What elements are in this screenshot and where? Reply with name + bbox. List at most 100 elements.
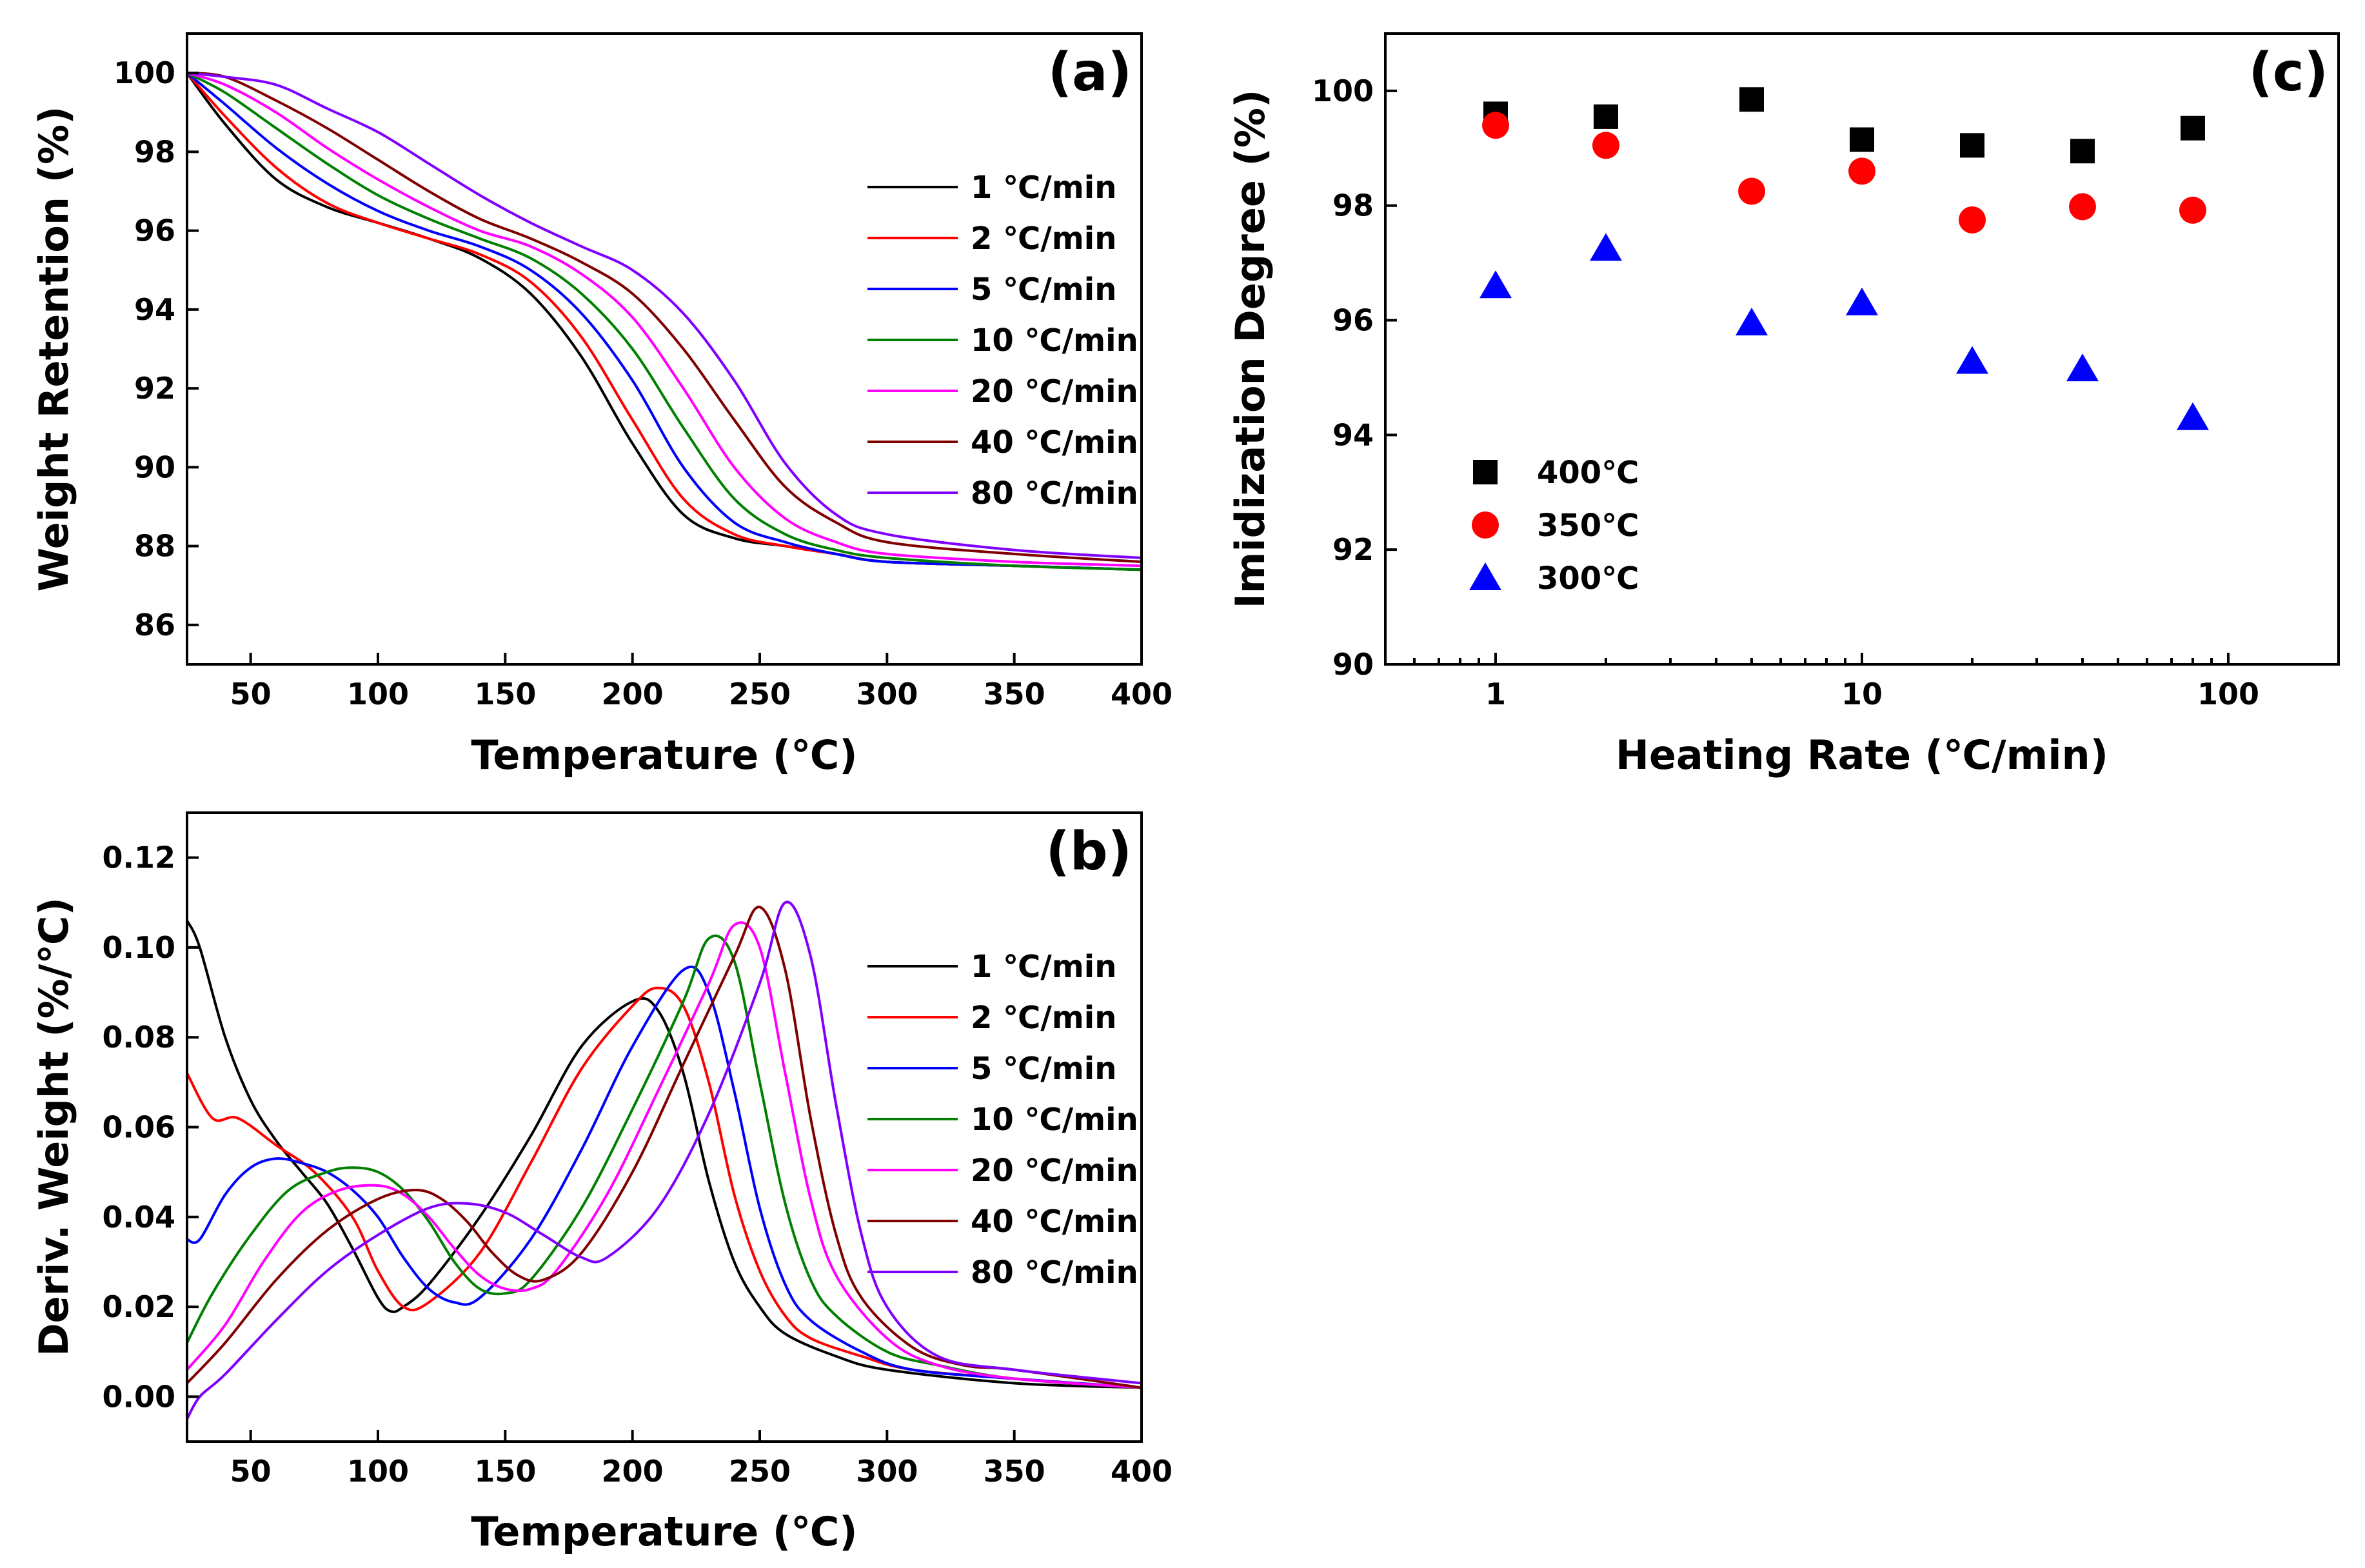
- panel-b-y-tick-label: 0.06: [103, 1110, 176, 1145]
- panel-c-legend-marker: [1473, 460, 1498, 484]
- panel-b-legend: 1 ℃/min 2 ℃/min 5 ℃/min 10 ℃/min 20 ℃/min 40 …: [867, 949, 1138, 1291]
- panel-b-legend-label: 1 ℃/min: [971, 949, 1116, 985]
- panel-b-series-line-5: [187, 921, 1142, 1389]
- panel-b-series-line-4: [187, 934, 1142, 1389]
- panel-b-series-line-7: [187, 900, 1142, 1420]
- panel-b-x-tick-label: 50: [230, 1454, 272, 1489]
- panel-a-x-axis-label: Temperature (℃): [471, 731, 857, 779]
- panel-a-label: (a): [1048, 42, 1132, 103]
- panel-a-y-tick-label: 88: [134, 529, 175, 564]
- panel-a-y-tick-label: 100: [114, 55, 175, 90]
- panel-c-y-tick-label: 94: [1332, 417, 1374, 452]
- panel-b-y-tick-label: 0.04: [103, 1200, 176, 1235]
- panel-c-point-square: [2070, 139, 2095, 164]
- panel-a-series-line-6: [187, 72, 1142, 564]
- panel-b-x-tick-label: 300: [856, 1454, 918, 1489]
- panel-b-x-tick-label: 200: [602, 1454, 664, 1489]
- panel-a-series-line-3: [187, 72, 1142, 571]
- panel-b-label: (b): [1045, 821, 1132, 882]
- panel-a-y-tick-label: 96: [134, 213, 175, 248]
- panel-c-point-triangle: [2066, 353, 2099, 382]
- panel-a-x-tick-label: 200: [602, 677, 664, 711]
- panel-a-legend-label: 5 ℃/min: [971, 272, 1116, 308]
- panel-b-x-axis-label: Temperature (℃): [471, 1508, 857, 1555]
- panel-a-series-line-5: [187, 72, 1142, 568]
- panel-c-point-circle: [1738, 177, 1766, 205]
- panel-c-point-circle: [2179, 196, 2206, 224]
- panel-b-plot-area: [187, 900, 1142, 1420]
- panel-a-y-tick-label: 98: [134, 134, 175, 169]
- panel-c-y-tick-label: 92: [1332, 532, 1374, 567]
- panel-b-y-tick-label: 0.00: [103, 1379, 176, 1414]
- panel-c-y-tick-label: 90: [1332, 647, 1374, 682]
- panel-b-legend-label: 80 ℃/min: [971, 1255, 1138, 1291]
- panel-a-x-tick-label: 100: [347, 677, 409, 711]
- panel-a-legend-label: 20 ℃/min: [971, 373, 1138, 410]
- panel-a-legend-label: 80 ℃/min: [971, 475, 1138, 511]
- panel-b-legend-label: 2 ℃/min: [971, 1000, 1116, 1036]
- panel-a-x-tick-label: 150: [474, 677, 536, 711]
- panel-b-y-tick-label: 0.02: [103, 1289, 176, 1324]
- panel-c-point-square: [1739, 87, 1765, 112]
- panel-a-y-tick-label: 86: [134, 608, 175, 642]
- panel-c-y-ticks: 90 92 94 96 98 100: [1312, 74, 1397, 682]
- panel-a-series-line-7: [187, 72, 1142, 559]
- panel-b-y-axis-label: Deriv. Weight (%/℃): [30, 897, 77, 1356]
- panel-c-legend-label: 400℃: [1537, 455, 1639, 491]
- panel-c-point-triangle: [1955, 346, 1988, 374]
- panel-c-point-triangle: [1846, 287, 1878, 315]
- panel-a-x-tick-label: 250: [729, 677, 791, 711]
- panel-c-point-square: [1593, 104, 1618, 129]
- panel-c-plot-area: [1479, 87, 2209, 430]
- panel-c-point-square: [1959, 133, 1984, 158]
- panel-b-y-tick-label: 0.10: [103, 930, 176, 965]
- panel-c-legend: 400℃ 350℃ 300℃: [1469, 455, 1639, 597]
- panel-c-point-circle: [1481, 112, 1509, 139]
- panel-a-legend-label: 10 ℃/min: [971, 323, 1138, 359]
- panel-a-y-tick-label: 90: [134, 450, 175, 484]
- panel-a-x-tick-label: 400: [1111, 677, 1173, 711]
- panel-c-point-circle: [1592, 132, 1619, 159]
- panel-c-y-tick-label: 98: [1332, 188, 1374, 223]
- panel-b-series-line-6: [187, 906, 1142, 1389]
- panel-b-derivative-weight: 50 100 150 200 250 300 350 400 0.00 0.02 0.04 0.06…: [30, 811, 1173, 1555]
- panel-a-frame: [186, 32, 1143, 666]
- panel-c-legend-marker: [1469, 562, 1501, 590]
- panel-a-x-ticks: 50 100 150 200 250 300 350 400: [230, 653, 1173, 711]
- panel-c-x-tick-label: 100: [2197, 677, 2259, 711]
- panel-c-point-circle: [1848, 157, 1875, 185]
- panel-b-y-ticks: 0.00 0.02 0.04 0.06 0.08 0.10 0.12: [103, 840, 199, 1414]
- panel-a-x-tick-label: 50: [230, 677, 272, 711]
- panel-c-x-ticks: 1 10 100: [1384, 653, 2340, 711]
- panel-c-legend-marker: [1472, 511, 1499, 539]
- panel-a-legend-label: 40 ℃/min: [971, 424, 1138, 461]
- panel-c-point-circle: [2068, 193, 2096, 221]
- panel-a-y-ticks: 86 88 90 92 94 96 98 100: [114, 55, 199, 642]
- panel-a-y-tick-label: 94: [134, 292, 175, 327]
- panel-c-y-tick-label: 100: [1312, 74, 1374, 108]
- panel-a-weight-retention: 50 100 150 200 250 300 350 400 86 88 90 92 94 96 98 10…: [30, 32, 1173, 779]
- panel-b-legend-label: 20 ℃/min: [971, 1153, 1138, 1189]
- panel-c-legend-label: 350℃: [1537, 508, 1639, 544]
- panel-b-y-tick-label: 0.08: [103, 1020, 176, 1055]
- panel-a-y-axis-label: Weight Retention (%): [30, 106, 77, 592]
- panel-c-label: (c): [2248, 42, 2328, 103]
- panel-c-x-tick-label: 10: [1841, 677, 1883, 711]
- panel-a-series-line-4: [187, 72, 1142, 571]
- panel-b-y-tick-label: 0.12: [103, 840, 176, 875]
- panel-c-point-triangle: [1479, 270, 1512, 299]
- panel-b-x-tick-label: 150: [474, 1454, 536, 1489]
- panel-c-x-tick-label: 1: [1485, 677, 1506, 711]
- panel-a-legend-label: 1 ℃/min: [971, 170, 1116, 206]
- panel-c-point-triangle: [1736, 307, 1768, 335]
- panel-c-point-square: [1850, 127, 1874, 152]
- panel-b-x-tick-label: 400: [1111, 1454, 1173, 1489]
- panel-c-y-tick-label: 96: [1332, 303, 1374, 338]
- panel-b-legend-label: 5 ℃/min: [971, 1051, 1116, 1087]
- panel-a-legend: 1 ℃/min 2 ℃/min 5 ℃/min 10 ℃/min 20 ℃/min 40 …: [867, 170, 1138, 511]
- panel-b-series-line-2: [187, 986, 1142, 1389]
- panel-a-x-tick-label: 300: [856, 677, 918, 711]
- panel-c-x-axis-label: Heating Rate (℃/min): [1616, 731, 2108, 779]
